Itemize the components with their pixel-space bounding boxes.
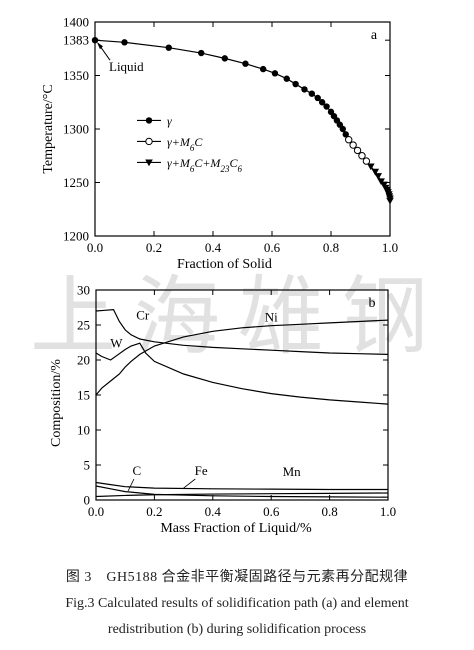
panel-a-liquid-arrowhead xyxy=(97,42,103,50)
panel-b-series-label: Cr xyxy=(136,307,150,322)
panel-b-ytick-label: 10 xyxy=(77,423,90,438)
panel-b-ylabel: Composition/% xyxy=(49,359,64,447)
panel-a-point-1 xyxy=(165,44,172,51)
panel-b-xlabel: Mass Fraction of Liquid/% xyxy=(160,521,312,536)
panel-a-xtick-label: 0.4 xyxy=(205,240,222,255)
panel-a-point-1 xyxy=(198,49,205,57)
panel-b-ytick-label: 5 xyxy=(84,458,91,473)
solidification-figure: 0.0 0.2 0.4 0.6 0.8 1.0 1200 1250 1300 1350 1383 14… xyxy=(41,15,398,537)
panel-b-fe-leader xyxy=(183,478,196,489)
panel-b-ytick-label: 0 xyxy=(84,493,91,508)
panel-b-line-cr xyxy=(95,308,389,355)
panel-b-series-label: C xyxy=(133,463,142,478)
panel-a-ylabel: Temperature/°C xyxy=(41,84,56,173)
panel-b-line-w xyxy=(95,342,389,405)
panel-b-label: b xyxy=(369,296,376,311)
panel-a-liquid-annotation: Liquid xyxy=(109,59,144,74)
panel-a-point-1 xyxy=(323,103,330,110)
panel-b-series-label: Ni xyxy=(265,310,278,325)
panel-a-ytick-label: 1250 xyxy=(63,175,89,190)
panel-b-ytick-label: 25 xyxy=(77,318,90,333)
panel-a-point-1 xyxy=(91,36,99,44)
panel-a-legend-marker xyxy=(145,159,153,167)
panel-a-legend-marker xyxy=(145,117,153,124)
panel-a-xtick-label: 0.8 xyxy=(323,240,339,255)
panel-b-ytick-label: 20 xyxy=(77,353,90,368)
panel-a-point-2 xyxy=(358,152,366,160)
panel-a-label: a xyxy=(371,28,378,43)
panel-b-ytick-label: 30 xyxy=(77,283,90,298)
panel-b-xtick-label: 0.4 xyxy=(205,504,222,519)
panel-a-point-1 xyxy=(271,70,279,77)
panel-b-xtick-label: 0.6 xyxy=(263,504,280,519)
panel-a-point-1 xyxy=(221,55,228,62)
panel-a-point-3 xyxy=(374,173,382,180)
panel-a-point-3 xyxy=(367,163,375,171)
panel-a-xtick-label: 1.0 xyxy=(382,240,398,255)
panel-b-series-label: Fe xyxy=(195,463,208,478)
panel-a-xtick-label: 0.2 xyxy=(146,240,162,255)
panel-b-line-mn xyxy=(95,492,389,498)
panel-a-legend-label: γ xyxy=(167,114,172,128)
panel-b-ytick-label: 15 xyxy=(77,388,90,403)
caption-english-line2: redistribution (b) during solidification… xyxy=(107,622,367,637)
panel-a-point-2 xyxy=(362,157,371,165)
panel-a-ytick-label: 1400 xyxy=(63,15,89,30)
panel-a-xlabel: Fraction of Solid xyxy=(177,257,272,272)
panel-a-ytick-label: 1200 xyxy=(63,229,89,244)
panel-b-line-c xyxy=(95,485,389,498)
panel-b-xtick-label: 0.2 xyxy=(146,504,162,519)
panel-a-xtick-label: 0.6 xyxy=(264,240,281,255)
caption-chinese: 图 3 GH5188 合金非平衡凝固路径与元素再分配规律 xyxy=(65,570,409,585)
panel-b-series-label: Mn xyxy=(283,464,302,479)
panel-b-series-label: W xyxy=(110,335,123,350)
panel-a-point-1 xyxy=(301,86,308,93)
panel-a-point-1 xyxy=(342,131,349,138)
panel-b-line-fe xyxy=(95,481,388,491)
panel-a-point-1 xyxy=(259,65,267,73)
panel-a-legend-label: γ+M6C xyxy=(167,135,203,153)
panel-a-point-1 xyxy=(292,80,299,88)
panel-a-point-2 xyxy=(345,136,353,144)
panel-a-legend-marker xyxy=(145,137,153,146)
panel-a-point-2 xyxy=(349,141,357,149)
panel-a-ytick-label: 1300 xyxy=(63,122,89,137)
panel-a-point-1 xyxy=(283,75,290,82)
panel-b-c-leader xyxy=(127,478,135,492)
panel-a-point-2 xyxy=(353,146,362,155)
panel-b-xtick-label: 0.0 xyxy=(88,504,104,519)
panel-a-xtick-label: 0.0 xyxy=(87,240,103,255)
panel-a-ytick-label: 1383 xyxy=(63,33,89,48)
panel-a-point-1 xyxy=(308,90,316,97)
panel-b-line-ni xyxy=(95,319,389,396)
panel-a-point-1 xyxy=(121,39,128,46)
panel-b-xtick-label: 1.0 xyxy=(380,504,396,519)
panel-a-point-1 xyxy=(318,99,326,106)
caption-english-line1: Fig.3 Calculated results of solidificati… xyxy=(65,596,409,611)
panel-a-point-1 xyxy=(339,125,346,133)
panel-a-point-1 xyxy=(314,94,321,102)
panel-a-ytick-label: 1350 xyxy=(63,68,89,83)
panel-a-point-3 xyxy=(371,168,380,176)
panel-a-point-1 xyxy=(242,60,249,67)
panel-a-legend-label: γ+M6C+M23C6 xyxy=(167,156,242,174)
panel-a-point-3 xyxy=(386,197,394,205)
panel-b-xtick-label: 0.8 xyxy=(321,504,337,519)
